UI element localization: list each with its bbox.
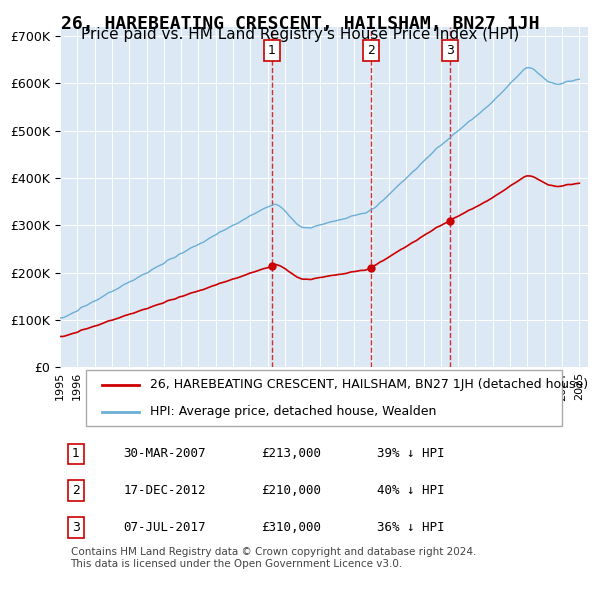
Text: HPI: Average price, detached house, Wealden: HPI: Average price, detached house, Weal… <box>150 405 436 418</box>
Text: £210,000: £210,000 <box>260 484 320 497</box>
Text: 26, HAREBEATING CRESCENT, HAILSHAM, BN27 1JH: 26, HAREBEATING CRESCENT, HAILSHAM, BN27… <box>61 15 539 33</box>
Text: 2: 2 <box>367 44 375 57</box>
Text: 30-MAR-2007: 30-MAR-2007 <box>124 447 206 460</box>
Text: Contains HM Land Registry data © Crown copyright and database right 2024.
This d: Contains HM Land Registry data © Crown c… <box>71 548 476 569</box>
Text: Price paid vs. HM Land Registry's House Price Index (HPI): Price paid vs. HM Land Registry's House … <box>81 27 519 41</box>
Text: 36% ↓ HPI: 36% ↓ HPI <box>377 521 444 534</box>
Text: 07-JUL-2017: 07-JUL-2017 <box>124 521 206 534</box>
Text: £213,000: £213,000 <box>260 447 320 460</box>
Text: 17-DEC-2012: 17-DEC-2012 <box>124 484 206 497</box>
Text: 40% ↓ HPI: 40% ↓ HPI <box>377 484 444 497</box>
Text: 3: 3 <box>446 44 454 57</box>
Text: 1: 1 <box>72 447 80 460</box>
Text: £310,000: £310,000 <box>260 521 320 534</box>
Text: 2: 2 <box>72 484 80 497</box>
Text: 1: 1 <box>268 44 276 57</box>
Text: 3: 3 <box>72 521 80 534</box>
FancyBboxPatch shape <box>86 371 562 426</box>
Text: 26, HAREBEATING CRESCENT, HAILSHAM, BN27 1JH (detached house): 26, HAREBEATING CRESCENT, HAILSHAM, BN27… <box>150 378 588 391</box>
Text: 39% ↓ HPI: 39% ↓ HPI <box>377 447 444 460</box>
